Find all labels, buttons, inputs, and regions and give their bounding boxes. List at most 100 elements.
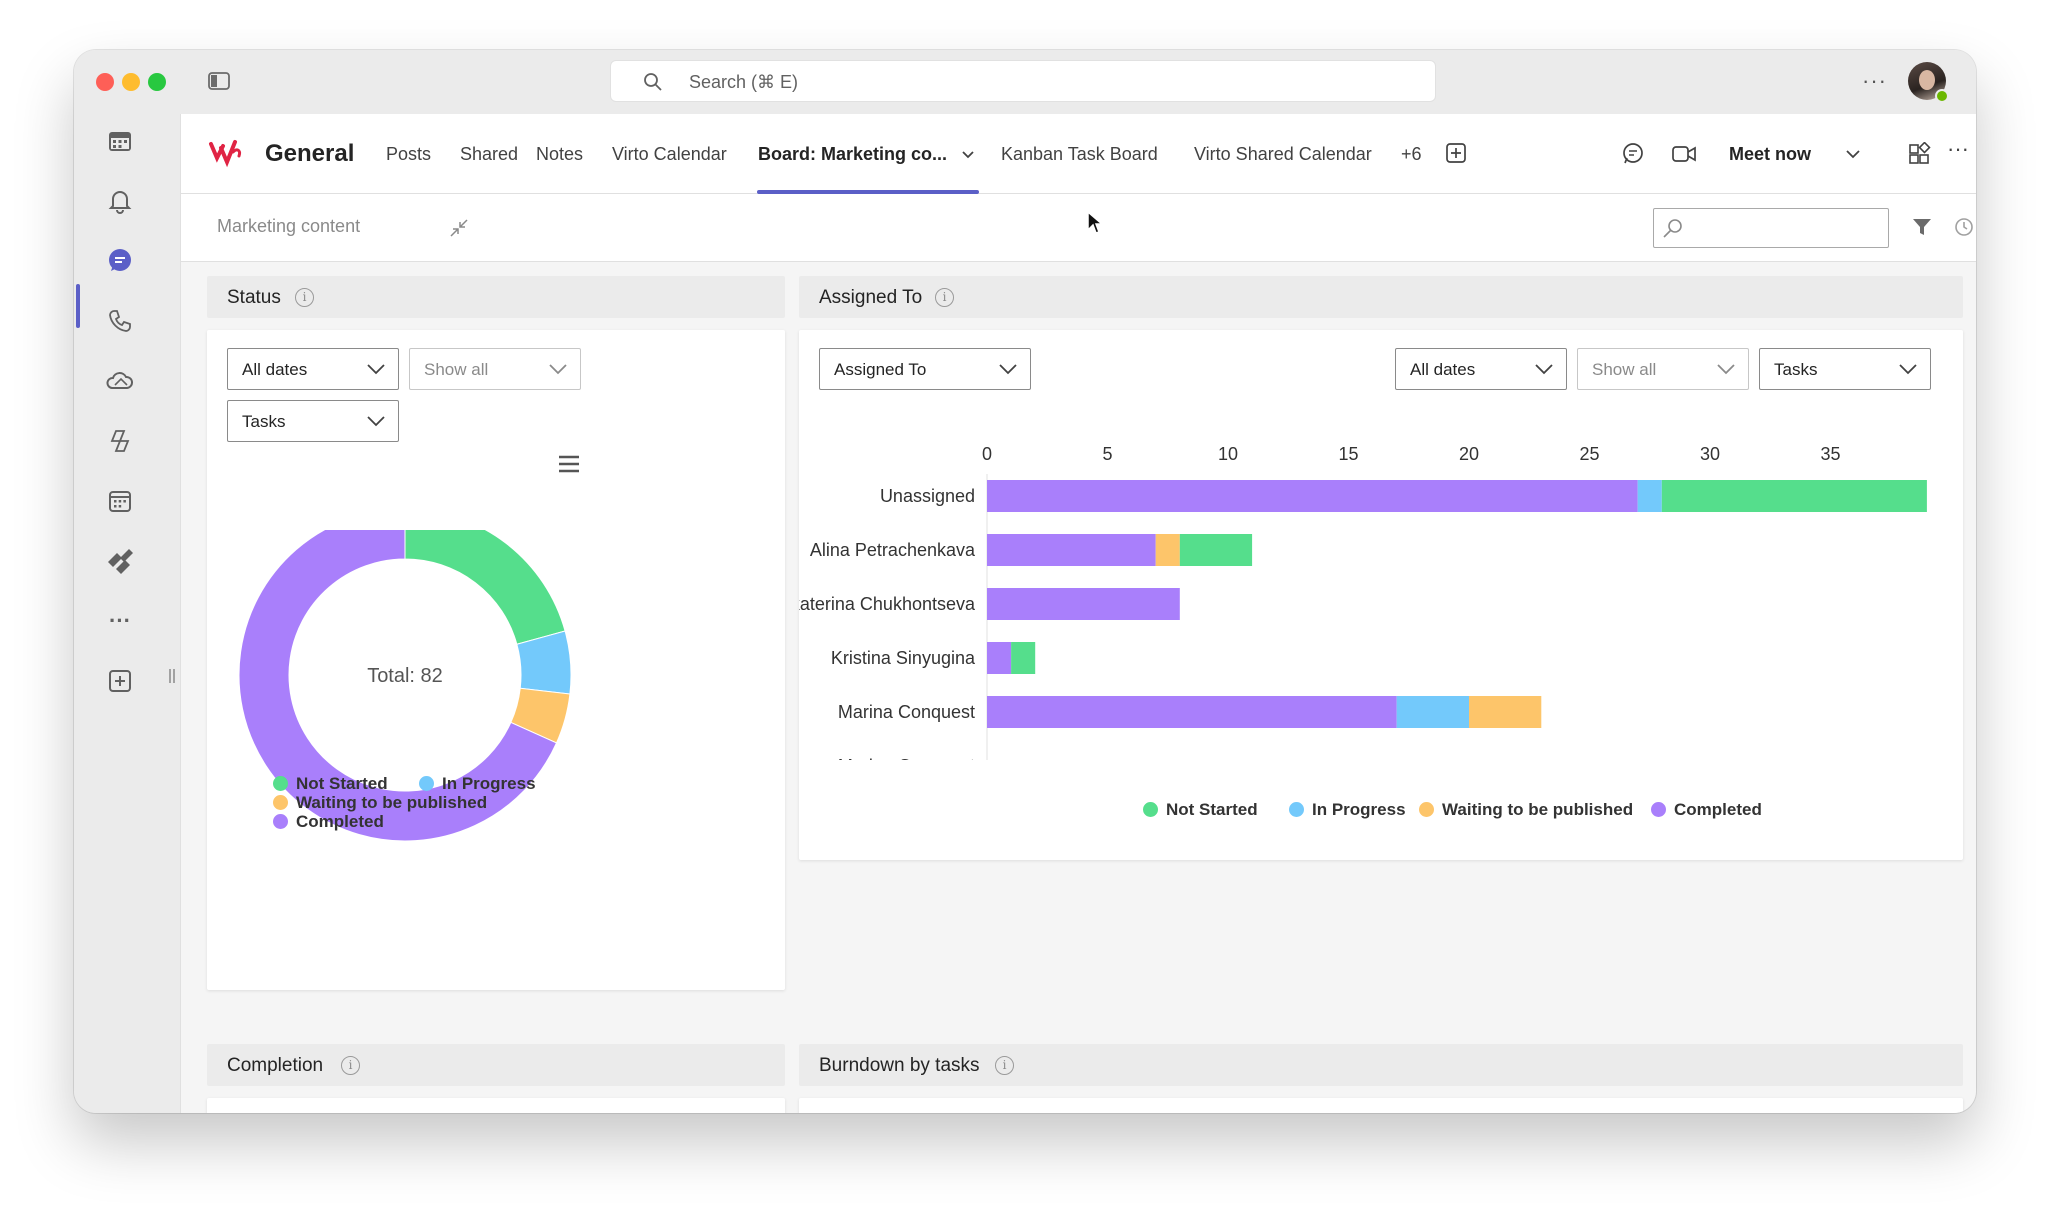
bar-legend-not-started[interactable]: Not Started [1143, 800, 1258, 820]
chevron-down-icon [1535, 364, 1553, 375]
burndown-widget-header: Burndown by tasks i [799, 1044, 1963, 1086]
bar-x-tick-label: 10 [1218, 444, 1238, 464]
bar-x-tick-label: 20 [1459, 444, 1479, 464]
meet-chevron-down-icon[interactable] [1845, 148, 1861, 160]
bar-x-tick-label: 25 [1579, 444, 1599, 464]
conversation-icon[interactable] [1621, 142, 1645, 166]
tab-kanban-task-board[interactable]: Kanban Task Board [1001, 144, 1158, 164]
search-icon [644, 73, 662, 91]
calendar-icon[interactable] [105, 126, 135, 156]
chevron-down-icon [367, 364, 385, 375]
bar-segment-completed[interactable] [987, 642, 1012, 674]
assigned-group-dropdown[interactable]: Assigned To [819, 348, 1031, 390]
info-icon[interactable]: i [341, 1056, 360, 1075]
status-type-dropdown[interactable]: Tasks [227, 400, 399, 442]
info-icon[interactable]: i [935, 288, 954, 307]
status-donut-chart: Total: 82 [238, 530, 572, 842]
bar-segment-completed[interactable] [987, 534, 1156, 566]
bar-segment-in-progress[interactable] [1396, 696, 1469, 728]
legend-item-not-started[interactable]: Not Started [273, 774, 388, 794]
active-app-indicator [76, 284, 80, 328]
legend-item-waiting[interactable]: Waiting to be published [273, 793, 487, 813]
sidebar-toggle-icon[interactable] [208, 72, 230, 90]
add-app-icon[interactable] [105, 666, 135, 696]
chevron-down-icon [367, 416, 385, 427]
resize-handle-icon[interactable] [168, 668, 176, 684]
video-camera-icon[interactable] [1671, 142, 1697, 166]
history-icon[interactable] [1953, 216, 1975, 238]
copilot-icon[interactable] [105, 426, 135, 456]
bar-segment-waiting-to-be-published[interactable] [1469, 696, 1542, 728]
bar-category-label: Unassigned [880, 486, 975, 506]
bar-legend-waiting[interactable]: Waiting to be published [1419, 800, 1633, 820]
virto-icon[interactable] [105, 546, 135, 576]
filter-icon[interactable] [1911, 216, 1933, 238]
channel-more-icon[interactable]: ··· [1947, 136, 1969, 161]
app-rail: ··· [74, 114, 180, 1113]
apps-grid-icon[interactable] [1907, 142, 1931, 166]
chart-menu-icon[interactable] [557, 454, 581, 474]
assigned-bar-chart: 0 5 10 15 20 25 30 35 Unassigned Alina Petrachen… [799, 444, 1927, 760]
bar-segment-completed[interactable] [987, 696, 1397, 728]
bar-legend-in-progress[interactable]: In Progress [1289, 800, 1406, 820]
user-avatar[interactable] [1908, 62, 1949, 103]
donut-slice-not-started[interactable] [404, 530, 566, 645]
title-bar: Search (⌘ E) ··· [74, 50, 1976, 114]
status-show-dropdown[interactable]: Show all [409, 348, 581, 390]
close-window-button[interactable] [96, 73, 114, 91]
completion-widget-card [207, 1098, 785, 1113]
phone-icon[interactable] [105, 306, 135, 336]
collapse-icon[interactable] [449, 218, 469, 238]
info-icon[interactable]: i [995, 1056, 1014, 1075]
donut-slice-completed[interactable] [238, 530, 558, 842]
status-widget-header: Status i [207, 276, 785, 318]
chevron-down-icon[interactable] [961, 150, 975, 160]
bar-segment-not-started[interactable] [1011, 642, 1036, 674]
bar-category-label: Ekaterina Chukhontseva [799, 594, 976, 614]
channel-name: General [265, 140, 355, 167]
bell-icon[interactable] [105, 186, 135, 216]
legend-item-in-progress[interactable]: In Progress [419, 774, 536, 794]
bar-segment-in-progress[interactable] [1637, 480, 1662, 512]
meet-now-button[interactable]: Meet now [1729, 144, 1812, 164]
legend-item-completed[interactable]: Completed [273, 812, 384, 832]
add-tab-icon[interactable] [1445, 142, 1467, 164]
more-options-icon[interactable]: ··· [1862, 68, 1887, 93]
bar-segment-not-started[interactable] [1179, 534, 1253, 566]
chat-icon[interactable] [105, 246, 135, 276]
bar-segment-not-started[interactable] [1661, 480, 1927, 512]
bar-segment-completed[interactable] [987, 480, 1638, 512]
bar-category-label: Marina Conquest [838, 756, 975, 760]
bar-segment-completed[interactable] [987, 588, 1180, 620]
maximize-window-button[interactable] [148, 73, 166, 91]
tab-shared[interactable]: Shared [460, 144, 519, 164]
chevron-down-icon [1717, 364, 1735, 375]
minimize-window-button[interactable] [122, 73, 140, 91]
info-icon[interactable]: i [295, 288, 314, 307]
tab-notes[interactable]: Notes [536, 144, 584, 164]
status-dates-dropdown[interactable]: All dates [227, 348, 399, 390]
more-apps-icon[interactable]: ··· [109, 608, 131, 633]
assigned-dates-dropdown[interactable]: All dates [1395, 348, 1567, 390]
global-search-input[interactable]: Search (⌘ E) [610, 60, 1436, 102]
bar-legend-completed[interactable]: Completed [1651, 800, 1762, 820]
bar-segment-waiting-to-be-published[interactable] [1155, 534, 1180, 566]
bar-x-tick-label: 0 [982, 444, 992, 464]
planner-icon[interactable] [105, 486, 135, 516]
active-tab-underline [757, 190, 979, 194]
assigned-type-dropdown[interactable]: Tasks [1759, 348, 1931, 390]
chevron-down-icon [1899, 364, 1917, 375]
onedrive-icon[interactable] [105, 366, 135, 396]
tab-virto-calendar[interactable]: Virto Calendar [612, 144, 727, 164]
team-logo-icon [209, 140, 241, 168]
board-search-input[interactable] [1653, 208, 1889, 248]
tab-posts[interactable]: Posts [386, 144, 432, 164]
search-placeholder: Search (⌘ E) [689, 72, 799, 92]
assigned-show-dropdown[interactable]: Show all [1577, 348, 1749, 390]
tab-virto-shared-calendar[interactable]: Virto Shared Calendar [1194, 144, 1372, 164]
completion-widget-title: Completion [227, 1055, 324, 1076]
teams-window: Search (⌘ E) ··· [74, 50, 1976, 1113]
tab-board-marketing[interactable]: Board: Marketing co... [758, 144, 948, 164]
main-content: General Posts Shared Notes Virto Calenda… [180, 114, 1976, 1113]
tab-more-count[interactable]: +6 [1401, 144, 1422, 164]
